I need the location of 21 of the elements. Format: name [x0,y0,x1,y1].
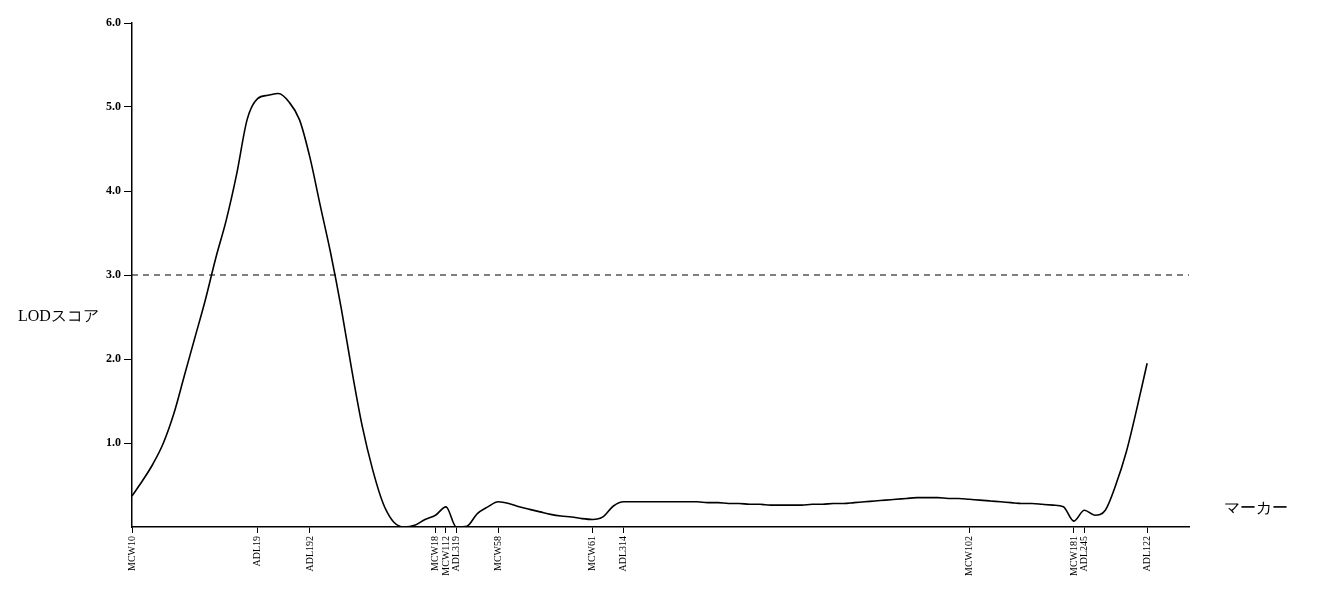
x-tick-label: MCW10 [125,536,137,571]
y-axis-title: LODスコア [18,307,99,325]
x-tick-label: ADL19 [251,536,263,567]
x-tick-label: ADL192 [303,536,315,572]
x-tick-label: MCW181 [1067,536,1079,576]
x-tick-label: MCW18 [429,536,441,571]
y-tick-label: 3.0 [106,267,121,282]
y-tick-label: 1.0 [106,435,121,450]
y-tick-label: 5.0 [106,99,121,114]
y-tick-label: 6.0 [106,15,121,30]
y-tick-label: 4.0 [106,183,121,198]
x-tick-label: MCW112 [439,536,451,576]
x-tick-label: ADL314 [617,536,629,572]
x-tick-label: MCW61 [586,536,598,571]
x-tick-label: MCW102 [962,536,974,576]
x-tick-label: ADL122 [1140,536,1152,572]
x-tick-label: ADL245 [1077,536,1089,572]
y-tick-label: 2.0 [106,351,121,366]
x-tick-label: ADL319 [450,536,462,572]
x-axis-title: マーカー [1224,499,1288,517]
x-tick-label: MCW58 [491,536,503,571]
